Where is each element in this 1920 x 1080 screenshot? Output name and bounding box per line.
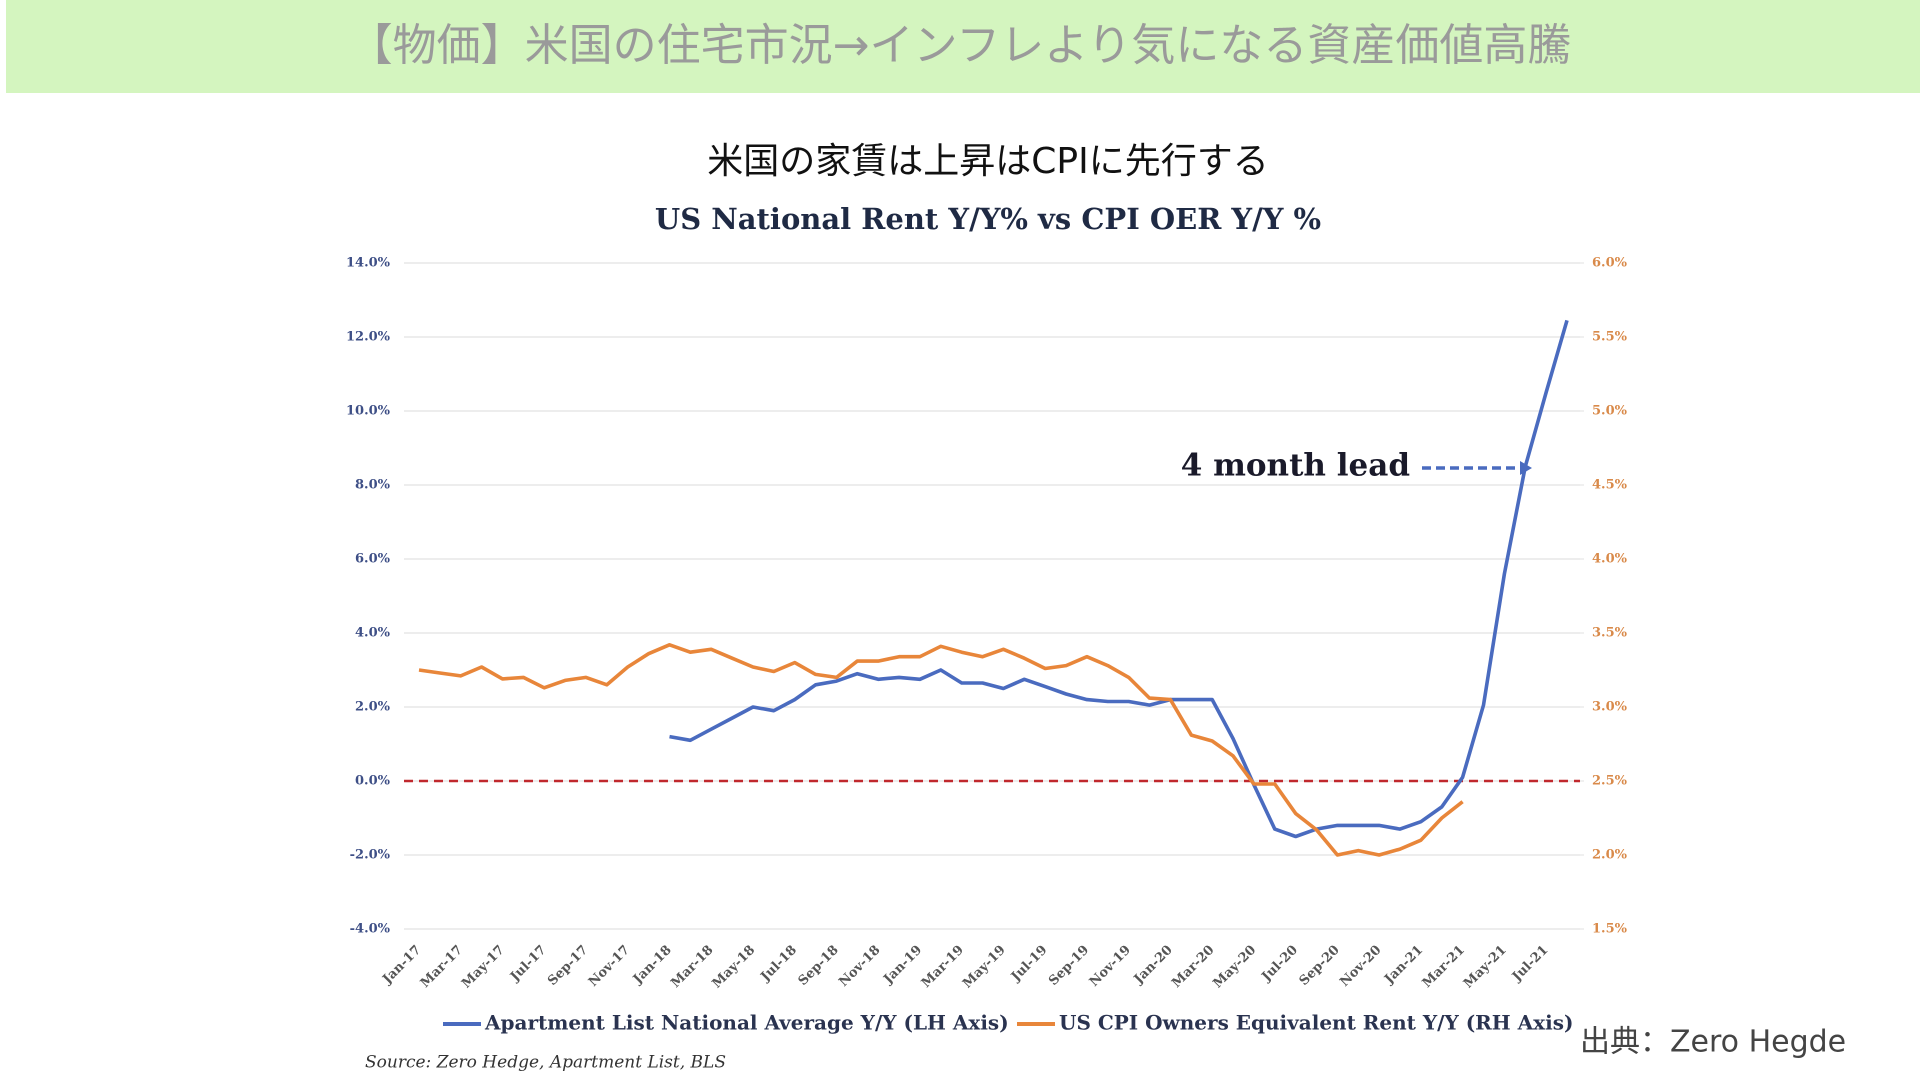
y-tick-label: 12.0% [346, 330, 391, 345]
x-tick-label: May-19 [960, 943, 1009, 992]
x-tick-label: Sep-17 [545, 943, 591, 989]
y-tick-label: 6.0% [355, 552, 391, 567]
y-tick-label: 10.0% [346, 404, 391, 419]
x-tick-label: Mar-21 [1420, 943, 1468, 991]
y2-tick-label: 4.5% [1592, 478, 1628, 493]
x-tick-label: Jul-20 [1259, 943, 1301, 985]
y2-tick-label: 4.0% [1592, 552, 1628, 567]
x-tick-label: Sep-19 [1046, 943, 1092, 989]
x-tick-label: Mar-17 [418, 943, 466, 991]
source-note: Source: Zero Hedge, Apartment List, BLS [365, 1053, 726, 1073]
y2-tick-label: 1.5% [1592, 922, 1628, 937]
x-tick-label: May-18 [710, 943, 759, 992]
chart-title: 米国の家賃は上昇はCPIに先行する [707, 141, 1268, 182]
y-tick-label: 14.0% [346, 256, 391, 271]
x-tick-label: Nov-19 [1087, 943, 1134, 990]
x-tick-label: Sep-20 [1297, 943, 1343, 989]
x-tick-label: May-21 [1461, 943, 1510, 992]
x-tick-label: Nov-20 [1337, 943, 1384, 990]
y-tick-label: -4.0% [350, 922, 391, 937]
x-tick-label: Jul-19 [1008, 943, 1050, 985]
y-tick-label: 4.0% [355, 626, 391, 641]
y-tick-label: 8.0% [355, 478, 391, 493]
annotation: 4 month lead [1181, 448, 1410, 484]
header-band [6, 0, 1920, 93]
header-title: 【物価】米国の住宅市況→インフレより気になる資産価値高騰 [349, 20, 1572, 71]
chart-subtitle: US National Rent Y/Y% vs CPI OER Y/Y % [655, 202, 1321, 236]
y-tick-label: 2.0% [355, 700, 391, 715]
x-tick-label: Mar-19 [919, 943, 967, 991]
legend-label: Apartment List National Average Y/Y (LH … [484, 1011, 1009, 1035]
y2-tick-label: 5.0% [1592, 404, 1628, 419]
y-tick-label: -2.0% [350, 848, 391, 863]
x-tick-label: Sep-18 [796, 943, 842, 989]
x-tick-label: Nov-18 [836, 943, 883, 990]
x-tick-label: Jul-21 [1509, 943, 1551, 985]
y2-tick-label: 3.0% [1592, 700, 1628, 715]
series-line [418, 643, 1464, 857]
x-tick-label: Jul-17 [507, 943, 549, 985]
credit: 出典：Zero Hegde [1580, 1025, 1846, 1060]
x-tick-label: Mar-18 [668, 943, 716, 991]
annotation-arrowhead [1520, 461, 1532, 475]
x-tick-label: Nov-17 [586, 943, 633, 990]
x-tick-label: Jul-18 [758, 943, 800, 985]
y2-tick-label: 2.0% [1592, 848, 1628, 863]
x-tick-label: Mar-20 [1169, 943, 1217, 991]
y2-tick-label: 6.0% [1592, 256, 1628, 271]
y-tick-label: 0.0% [355, 774, 391, 789]
y2-tick-label: 2.5% [1592, 774, 1628, 789]
legend-label: US CPI Owners Equivalent Rent Y/Y (RH Ax… [1059, 1011, 1573, 1035]
y2-tick-label: 5.5% [1592, 330, 1628, 345]
y2-tick-label: 3.5% [1592, 626, 1628, 641]
x-tick-label: May-17 [459, 943, 508, 992]
series-line [669, 319, 1569, 839]
x-tick-label: May-20 [1211, 943, 1260, 992]
